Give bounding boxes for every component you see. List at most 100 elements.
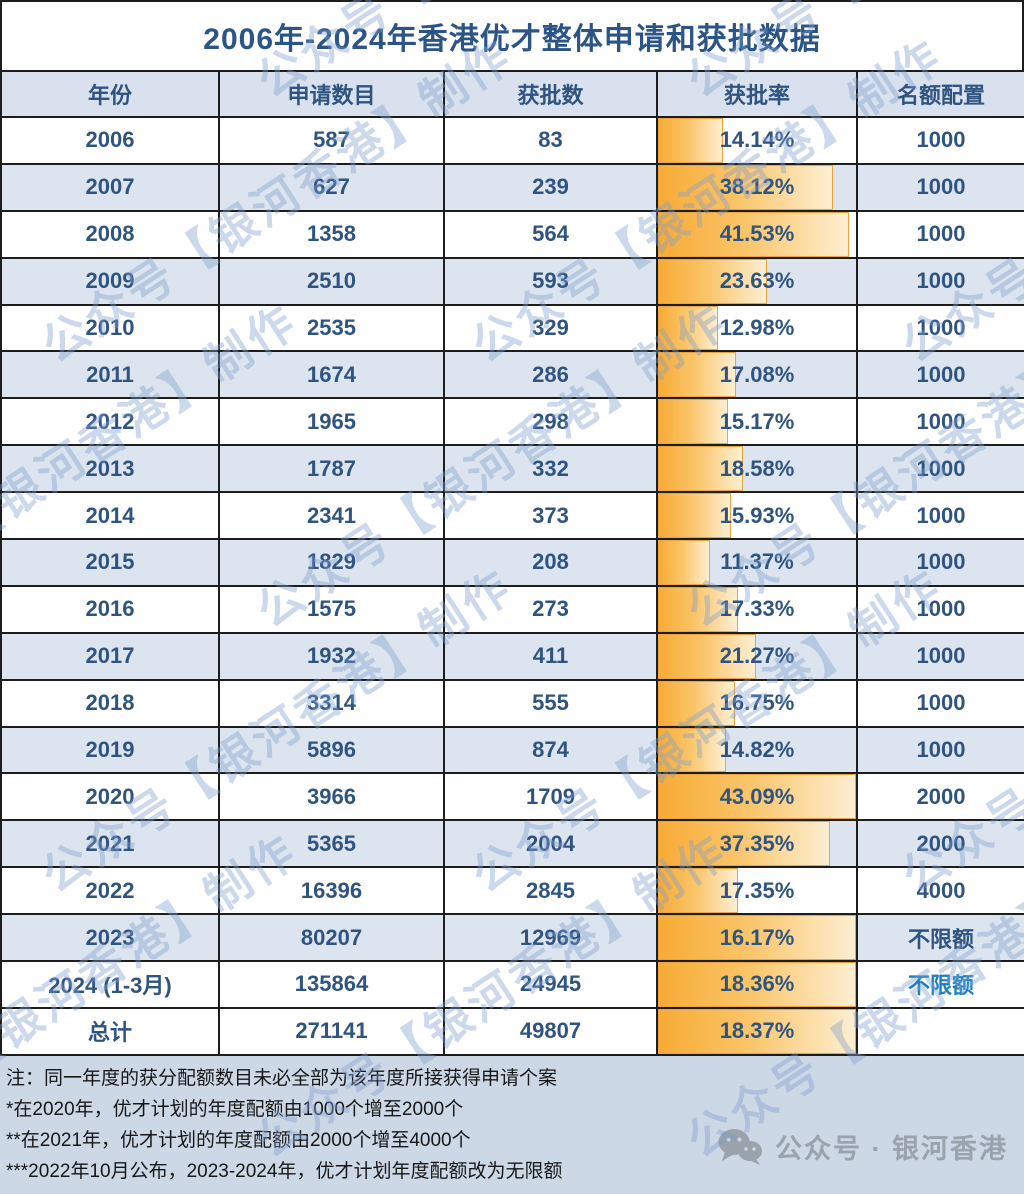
approval-rate-value: 15.93%: [719, 502, 795, 528]
applications-cell: 2535: [218, 303, 445, 353]
approval-rate-value: 23.63%: [719, 268, 795, 294]
year-cell: 2020: [0, 772, 220, 822]
data-table: 年份 申请数目 获批数 获批率 名额配置 2006 587 83 14.14% 1000 2007…: [0, 70, 1024, 1056]
rate-data-bar: [659, 869, 738, 913]
page-title: 2006年-2024年香港优才整体申请和获批数据: [0, 0, 1024, 70]
year-cell: 2018: [0, 678, 220, 728]
data-table-wrap: 年份 申请数目 获批数 获批率 名额配置 2006 587 83 14.14% 1000 2007…: [0, 70, 1024, 1056]
approvals-cell: 273: [443, 584, 658, 634]
table-row: 2009 2510 593 23.63% 1000: [0, 256, 1024, 306]
rate-data-bar: [659, 353, 737, 397]
approval-rate-cell: 18.37%: [656, 1006, 858, 1056]
approval-rate-value: 38.12%: [719, 174, 795, 200]
quota-cell: [856, 1006, 1024, 1056]
approvals-cell: 208: [443, 538, 658, 587]
applications-cell: 5365: [218, 819, 445, 869]
quota-cell: 1000: [856, 350, 1024, 400]
table-row: 2019 5896 874 14.82% 1000: [0, 725, 1024, 775]
table-row: 2013 1787 332 18.58% 1000: [0, 444, 1024, 494]
rate-data-bar: [659, 916, 855, 960]
table-row: 2014 2341 373 15.93% 1000: [0, 491, 1024, 541]
approvals-cell: 332: [443, 444, 658, 494]
approvals-cell: 2004: [443, 819, 658, 869]
approvals-cell: 12969: [443, 913, 658, 963]
year-cell: 2022: [0, 866, 220, 916]
year-cell: 2012: [0, 397, 220, 447]
applications-cell: 2341: [218, 491, 445, 541]
footer-note: **在2021年，优才计划的年度配额由2000个增至4000个: [6, 1130, 471, 1151]
applications-cell: 5896: [218, 725, 445, 775]
rate-data-bar: [659, 728, 727, 772]
quota-cell: 4000: [856, 866, 1024, 916]
approval-rate-value: 37.35%: [719, 830, 795, 856]
footer-notes: 注：同一年度的获分配额数目未必全部为该年度所接获得申请个案 *在2020年，优才计…: [6, 1063, 1014, 1187]
rate-data-bar: [659, 587, 738, 631]
table-row: 2021 5365 2004 37.35% 2000: [0, 819, 1024, 869]
table-row: 2017 1932 411 21.27% 1000: [0, 631, 1024, 681]
applications-cell: 3966: [218, 772, 445, 822]
approval-rate-value: 18.36%: [719, 971, 795, 997]
table-row: 总计 271141 49807 18.37%: [0, 1006, 1024, 1056]
approval-rate-cell: 14.14%: [656, 116, 858, 165]
approval-rate-cell: 18.36%: [656, 960, 858, 1009]
year-cell: 2021: [0, 819, 220, 869]
column-header: 获批率: [656, 70, 858, 118]
quota-cell: 2000: [856, 772, 1024, 822]
applications-cell: 1787: [218, 444, 445, 494]
wechat-badge: 公众号 · 银河香港: [717, 1127, 1008, 1166]
footer-note: ***2022年10月公布，2023-2024年，优才计划年度配额改为无限额: [6, 1161, 563, 1182]
approval-rate-value: 15.17%: [719, 408, 795, 434]
quota-cell: 1000: [856, 491, 1024, 541]
rate-data-bar: [659, 963, 855, 1006]
year-cell: 2019: [0, 725, 220, 775]
rate-data-bar: [659, 1009, 855, 1053]
quota-cell: 1000: [856, 162, 1024, 212]
approvals-cell: 298: [443, 397, 658, 447]
rate-data-bar: [659, 494, 732, 538]
approval-rate-value: 16.75%: [719, 690, 795, 716]
column-header: 申请数目: [218, 70, 445, 118]
year-cell: 2016: [0, 584, 220, 634]
approval-rate-cell: 37.35%: [656, 819, 858, 869]
rate-data-bar: [659, 118, 723, 162]
applications-cell: 271141: [218, 1006, 445, 1056]
approval-rate-cell: 17.33%: [656, 584, 858, 634]
wechat-icon: [718, 1128, 762, 1165]
approval-rate-cell: 14.82%: [656, 725, 858, 775]
year-cell: 2014: [0, 491, 220, 541]
approvals-cell: 373: [443, 491, 658, 541]
table-row: 2024 (1-3月) 135864 24945 18.36% 不限额: [0, 960, 1024, 1009]
rate-data-bar: [659, 259, 767, 303]
applications-cell: 1674: [218, 350, 445, 400]
approval-rate-value: 18.37%: [719, 1018, 795, 1044]
applications-cell: 587: [218, 116, 445, 165]
year-cell: 总计: [0, 1006, 220, 1056]
table-row: 2015 1829 208 11.37% 1000: [0, 538, 1024, 587]
year-cell: 2010: [0, 303, 220, 353]
approvals-cell: 83: [443, 116, 658, 165]
approval-rate-value: 18.58%: [719, 455, 795, 481]
applications-cell: 80207: [218, 913, 445, 963]
approvals-cell: 286: [443, 350, 658, 400]
notes-footer: 注：同一年度的获分配额数目未必全部为该年度所接获得申请个案 *在2020年，优才计…: [0, 1056, 1024, 1194]
approval-rate-cell: 15.93%: [656, 491, 858, 541]
approval-rate-cell: 38.12%: [656, 162, 858, 212]
rate-data-bar: [659, 634, 756, 678]
year-cell: 2011: [0, 350, 220, 400]
applications-cell: 1575: [218, 584, 445, 634]
applications-cell: 1965: [218, 397, 445, 447]
applications-cell: 627: [218, 162, 445, 212]
approval-rate-value: 17.08%: [719, 361, 795, 387]
approval-rate-value: 17.33%: [719, 596, 795, 622]
approvals-cell: 24945: [443, 960, 658, 1009]
approval-rate-cell: 16.17%: [656, 913, 858, 963]
applications-cell: 2510: [218, 256, 445, 306]
quota-cell: 1000: [856, 678, 1024, 728]
table-row: 2020 3966 1709 43.09% 2000: [0, 772, 1024, 822]
year-cell: 2007: [0, 162, 220, 212]
rate-data-bar: [659, 400, 728, 444]
approval-rate-value: 17.35%: [719, 877, 795, 903]
table-row: 2012 1965 298 15.17% 1000: [0, 397, 1024, 447]
approval-rate-cell: 12.98%: [656, 303, 858, 353]
approval-rate-cell: 17.35%: [656, 866, 858, 916]
